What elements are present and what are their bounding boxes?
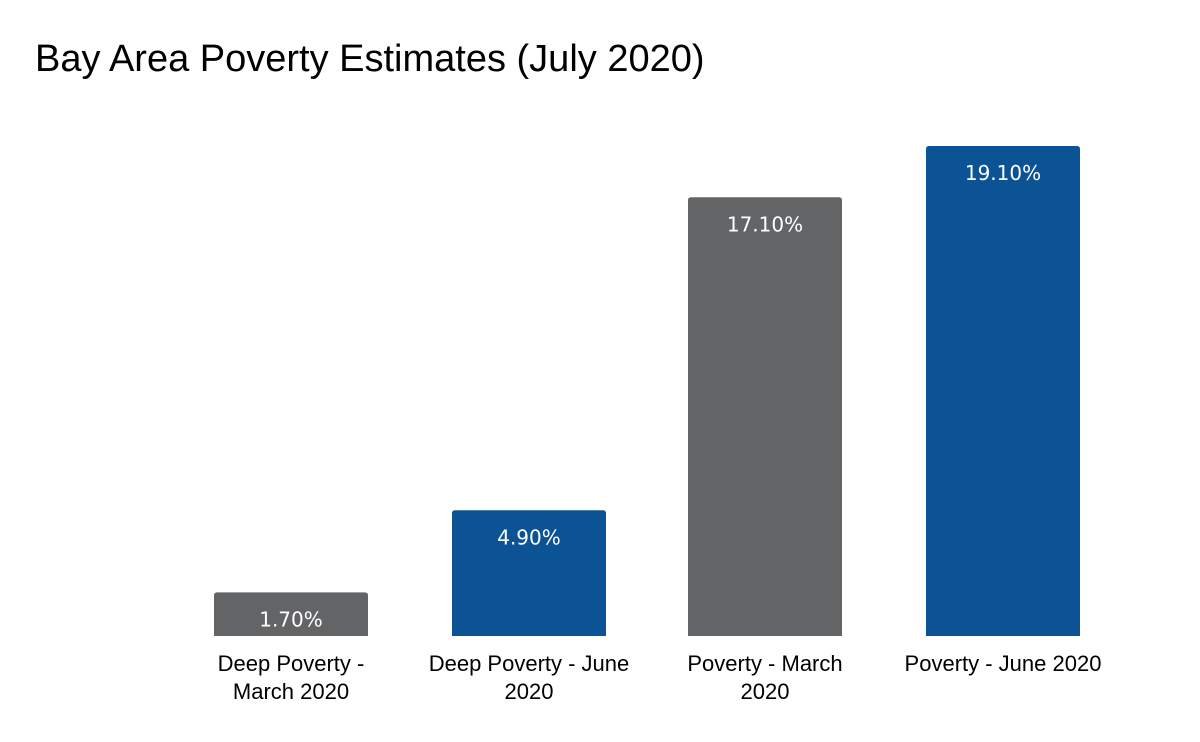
category-label-line: Poverty - June 2020 — [905, 651, 1102, 676]
category-label-3: Poverty - March 2020 — [687, 651, 842, 704]
data-label-2: 4.90% — [497, 525, 561, 549]
chart-title: Bay Area Poverty Estimates (July 2020) — [35, 38, 705, 80]
bar-1 — [214, 592, 368, 636]
category-label-line: Deep Poverty - June — [429, 651, 630, 676]
data-label-3: 17.10% — [727, 212, 803, 236]
category-label-4: Poverty - June 2020 — [905, 651, 1102, 676]
category-label-line: 2020 — [505, 679, 554, 704]
data-label-1: 1.70% — [259, 607, 323, 631]
category-label-line: March 2020 — [233, 679, 349, 704]
data-label-4: 19.10% — [965, 161, 1041, 185]
category-label-line: Poverty - March — [687, 651, 842, 676]
category-label-1: Deep Poverty - March 2020 — [218, 651, 365, 704]
category-label-2: Deep Poverty - June 2020 — [429, 651, 630, 704]
bar-2 — [452, 510, 606, 636]
category-labels-group: Deep Poverty - March 2020 Deep Poverty - J… — [218, 651, 1102, 704]
bars-group: 1.70% 4.90% 17.10% 19.10% — [214, 146, 1080, 636]
bar-3 — [688, 197, 842, 636]
category-label-line: Deep Poverty - — [218, 651, 365, 676]
category-label-line: 2020 — [741, 679, 790, 704]
bar-4 — [926, 146, 1080, 636]
